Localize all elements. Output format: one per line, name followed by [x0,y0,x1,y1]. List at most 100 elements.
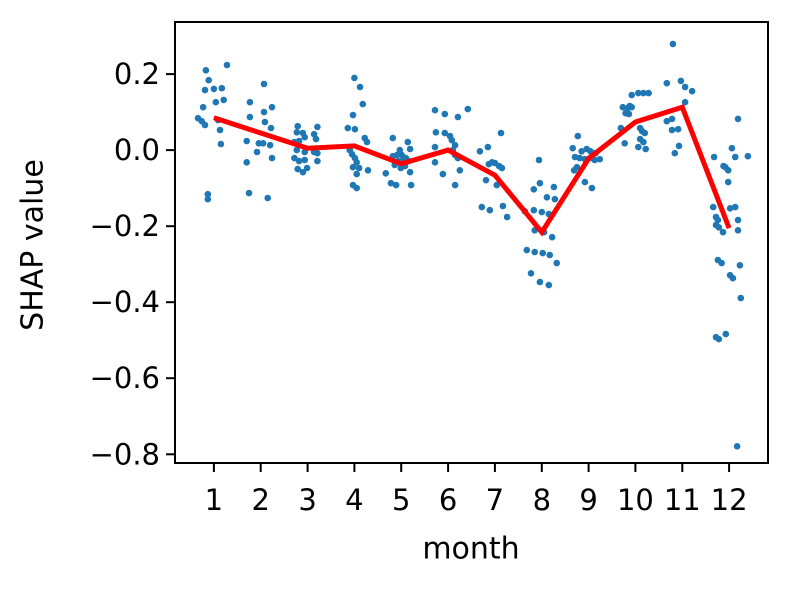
scatter-point [530,206,538,214]
scatter-point [448,136,456,144]
scatter-point [264,194,272,202]
scatter-point [303,164,311,172]
scatter-point [731,153,739,161]
scatter-point [451,141,459,149]
scatter-point [253,148,261,156]
scatter-point [681,83,689,91]
scatter-point [486,206,494,214]
scatter-point [724,167,732,174]
scatter-point [268,103,276,111]
scatter-point [349,111,357,119]
scatter-point [476,148,484,155]
scatter-point [671,149,679,157]
scatter-point [574,132,582,140]
scatter-point [551,195,559,203]
scatter-point [681,98,689,106]
scatter-point [353,159,361,166]
scatter-point [439,170,447,178]
x-tick-label: 3 [298,483,316,517]
scatter-point [205,76,212,84]
scatter-point [715,335,723,343]
scatter-point [641,129,649,137]
scatter-point [640,89,647,97]
scatter-point [456,167,464,174]
y-tick-label: 0.2 [114,57,160,91]
scatter-point [382,170,390,177]
scatter-point [715,224,723,231]
scatter-point [431,106,439,114]
scatter-point [668,115,676,123]
scatter-point [497,129,505,137]
scatter-point [291,154,298,162]
scatter-point [530,186,538,193]
scatter-point [353,184,361,192]
scatter-point [344,124,352,132]
scatter-point [498,164,506,172]
scatter-point [204,195,212,203]
scatter-point [299,168,307,176]
y-tick-label: −0.8 [90,437,160,471]
scatter-point [451,181,459,189]
scatter-point [545,281,553,289]
scatter-point [736,262,744,269]
scatter-point [728,144,736,152]
scatter-point [295,157,303,165]
scatter-point [314,123,321,131]
y-tick-label: −0.2 [90,209,160,243]
scatter-point [314,149,321,157]
scatter-point [729,274,737,282]
x-tick-label: 12 [711,483,748,517]
scatter-point [543,194,551,201]
scatter-point [432,129,440,136]
scatter-point [710,153,718,161]
scatter-point [210,85,218,93]
x-tick-label: 5 [392,483,410,517]
scatter-point [245,189,253,197]
scatter-point [267,124,275,132]
scatter-point [396,146,404,154]
scatter-point [220,96,227,104]
scatter-point [569,144,576,152]
scatter-point [581,178,589,186]
scatter-point [364,167,372,174]
scatter-point [663,117,671,125]
scatter-point [499,202,507,210]
scatter-point [301,133,309,141]
scatter-point [719,228,727,236]
mean-line [213,104,732,237]
scatter-point [441,110,449,118]
scatter-point [217,140,225,148]
scatter-point [243,137,250,145]
scatter-point [731,203,739,211]
scatter-point [674,125,682,133]
x-tick-label: 4 [345,483,363,517]
scatter-point [722,330,730,338]
plot-border [174,21,769,464]
scatter-point [201,121,209,129]
scatter-point [734,115,742,123]
scatter-point [356,83,364,91]
scatter-point [293,129,301,136]
scatter-point [454,113,462,121]
scatter-point [724,178,732,186]
scatter-point [216,126,224,134]
scatter-point [628,103,635,111]
scatter-point [733,443,741,450]
scatter-point [351,125,359,133]
scatter-point [536,278,544,286]
x-tick-label: 7 [486,483,504,517]
scatter-point [407,181,415,189]
scatter-point [675,142,683,150]
scatter-point [260,108,268,116]
scatter-point [259,140,267,147]
y-tick-label: 0.0 [114,133,160,167]
scatter-point [243,159,250,166]
scatter-point [294,165,302,173]
scatter-point [464,105,472,113]
scatter-point [294,122,302,130]
x-tick-label: 8 [533,483,551,517]
scatter-point [485,160,493,168]
scatter-point [523,246,531,254]
scatter-point [353,170,361,178]
